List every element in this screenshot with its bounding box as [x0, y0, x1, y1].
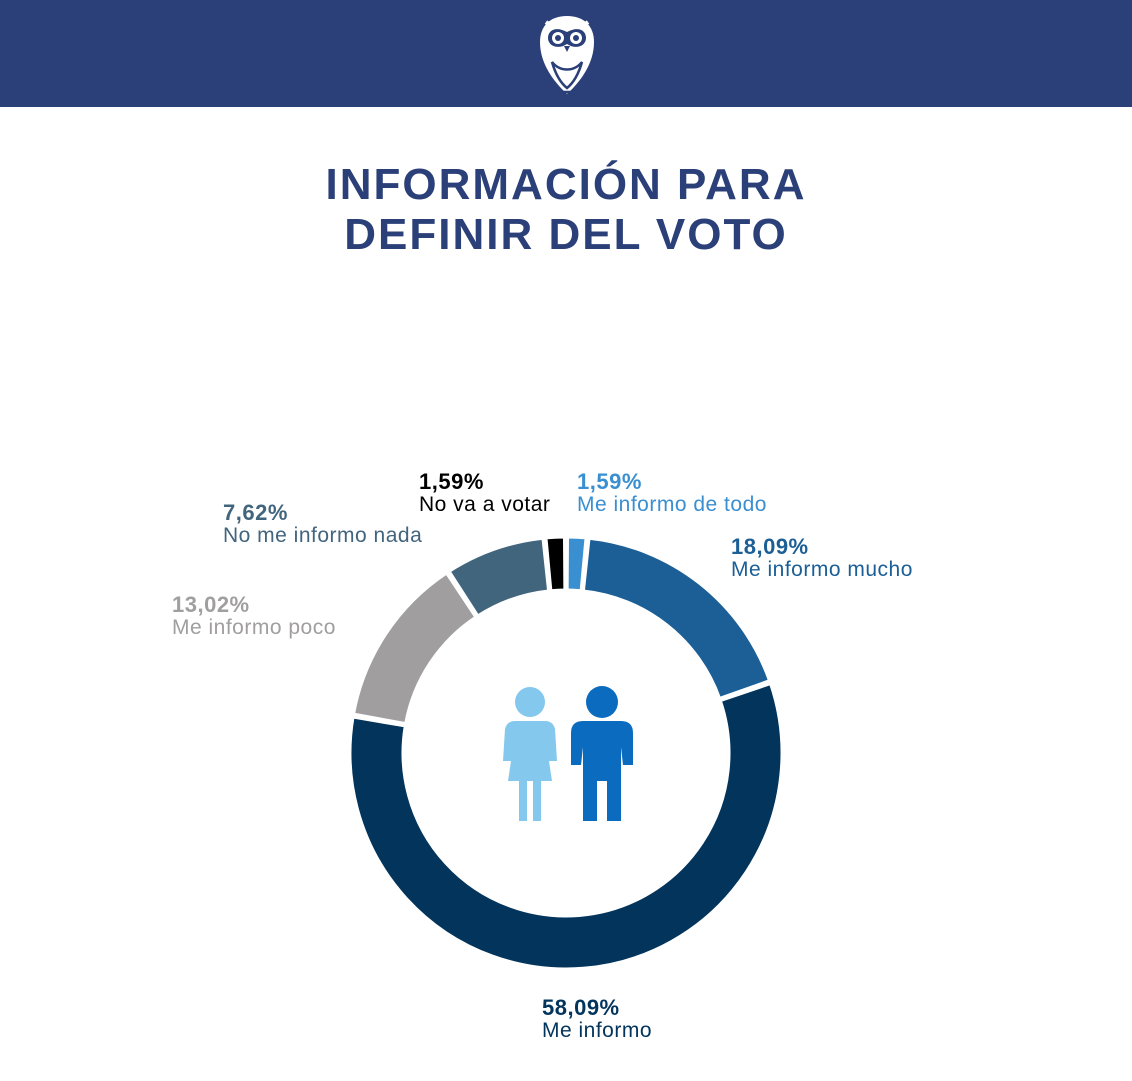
label-me-informo-de-todo: 1,59% Me informo de todo	[577, 470, 767, 516]
value-label: 13,02%	[172, 592, 250, 617]
value-label: 1,59%	[419, 469, 484, 494]
top-banner	[0, 0, 1132, 107]
donut-slice-me-informo-de-todo	[565, 535, 588, 593]
title-line-2: DEFINIR DEL VOTO	[344, 210, 788, 259]
category-label: Me informo mucho	[731, 558, 913, 581]
woman-figure-icon	[503, 687, 557, 821]
category-label: Me informo poco	[172, 616, 336, 639]
donut-slice-no-me-informo-nada	[447, 536, 551, 618]
label-me-informo-mucho: 18,09% Me informo mucho	[731, 535, 913, 581]
category-label: Me informo de todo	[577, 493, 767, 516]
people-icon	[503, 686, 633, 821]
donut-slice-me-informo-poco	[351, 570, 478, 726]
owl-icon	[540, 16, 594, 94]
category-label: No me informo nada	[223, 524, 423, 547]
label-no-me-informo-nada: 7,62% No me informo nada	[223, 501, 422, 547]
category-label: Me informo	[542, 1019, 653, 1042]
label-me-informo: 58,09% Me informo	[542, 996, 652, 1042]
label-no-va-a-votar: 1,59% No va a votar	[419, 470, 550, 516]
label-me-informo-poco: 13,02% Me informo poco	[172, 593, 336, 639]
value-label: 1,59%	[577, 469, 642, 494]
value-label: 7,62%	[223, 500, 288, 525]
value-label: 58,09%	[542, 995, 620, 1020]
title-line-1: INFORMACIÓN PARA	[325, 160, 807, 209]
man-figure-icon	[571, 686, 633, 821]
donut-slice-me-informo	[348, 681, 784, 971]
value-label: 18,09%	[731, 534, 809, 559]
category-label: No va a votar	[419, 493, 551, 516]
page-title: INFORMACIÓN PARA DEFINIR DEL VOTO	[0, 160, 1132, 260]
donut-slice-no-va-a-votar	[544, 535, 567, 593]
donut-slice-me-informo-mucho	[581, 536, 772, 701]
